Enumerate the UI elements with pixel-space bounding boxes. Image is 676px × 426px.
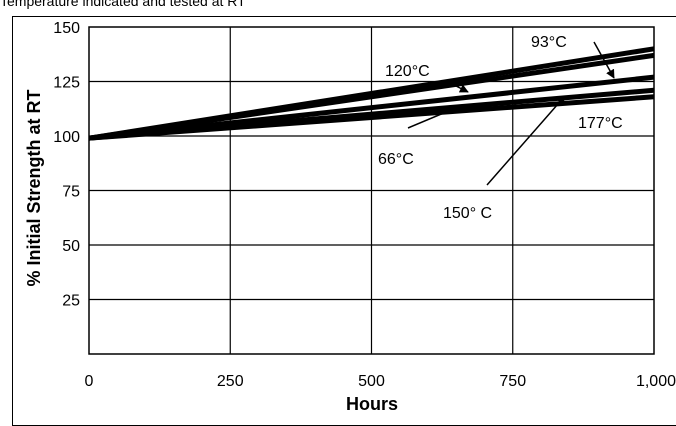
curve-label-150c: 150° C <box>443 205 492 222</box>
series-line-120c <box>88 46 655 141</box>
leader-line <box>486 95 566 186</box>
x-tick-label: 0 <box>85 373 94 390</box>
y-tick-label: 75 <box>62 184 80 201</box>
y-tick-label: 125 <box>53 75 80 92</box>
grid-lines <box>88 26 655 355</box>
series-line-150c <box>88 74 655 141</box>
y-tick-label: 100 <box>53 129 80 146</box>
figure-caption: Temperature indicated and tested at RT <box>0 0 246 9</box>
y-tick-label: 50 <box>62 238 80 255</box>
leader-line <box>407 105 459 129</box>
leader-line <box>593 41 615 79</box>
y-tick-label: 25 <box>62 293 80 310</box>
label-pointers <box>407 41 615 186</box>
chart-svg: 0 250 500 750 1,000 150 125 100 75 50 25 120°C 93°C… <box>24 20 676 414</box>
curve-label-66c: 66°C <box>378 151 414 168</box>
y-axis-title: % Initial Strength at RT <box>24 89 44 286</box>
leader-line <box>447 81 469 93</box>
x-tick-label: 750 <box>499 373 526 390</box>
tick-labels: 0 250 500 750 1,000 150 125 100 75 50 25 <box>53 20 676 390</box>
curve-labels: 120°C 93°C 66°C 150° C 177°C <box>378 34 623 222</box>
x-axis-title: Hours <box>346 394 398 414</box>
curve-label-120c: 120°C <box>385 63 430 80</box>
y-tick-label: 150 <box>53 20 80 37</box>
curve-label-93c: 93°C <box>531 34 567 51</box>
curve-label-177c: 177°C <box>578 115 623 132</box>
x-tick-label: 250 <box>217 373 244 390</box>
x-tick-label: 500 <box>358 373 385 390</box>
x-tick-label: 1,000 <box>636 373 676 390</box>
